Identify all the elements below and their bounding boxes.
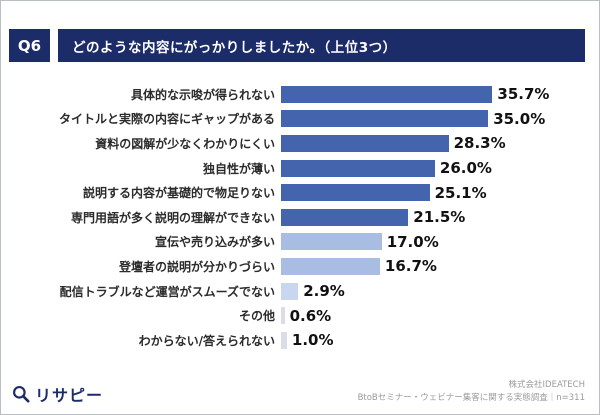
credit-survey-info: BtoBセミナー・ウェビナー集客に関する実態調査｜n=311 (357, 393, 585, 404)
category-label: 専門用語が多く説明の理解ができない (70, 210, 275, 225)
brand-logo-text: リサピー (35, 386, 104, 405)
value-label: 2.9% (303, 282, 345, 301)
question-number-badge: Q6 (9, 29, 50, 62)
chart-row: 具体的な示唆が得られない 35.7% (13, 82, 599, 107)
category-label: 配信トラブルなど運営がスムーズでない (59, 284, 275, 299)
category-label: 説明する内容が基礎的で物足りない (82, 186, 275, 201)
category-label: タイトルと実際の内容にギャップがある (58, 112, 275, 127)
brand-logo: リサピー (11, 382, 103, 406)
value-label: 35.7% (497, 85, 550, 104)
chart-row: タイトルと実際の内容にギャップがある 35.0% (13, 107, 599, 132)
category-label: 独自性が薄い (202, 161, 275, 176)
bar (281, 257, 380, 275)
bar (281, 282, 299, 300)
bar-track: 35.7% (281, 85, 599, 104)
chart-row: 登壇者の説明が分かりづらい 16.7% (13, 254, 599, 279)
bar (281, 331, 287, 349)
chart-row: わからない/答えられない 1.0% (13, 328, 599, 353)
bar-track: 1.0% (281, 331, 599, 350)
chart-row: 専門用語が多く説明の理解ができない 21.5% (13, 205, 599, 230)
value-label: 28.3% (453, 134, 506, 153)
bar (281, 233, 382, 251)
bar-track: 0.6% (281, 306, 599, 325)
bar (281, 159, 435, 177)
chart-title: どのような内容にがっかりしましたか。（上位3つ） (58, 29, 585, 62)
survey-credits: 株式会社IDEATECH BtoBセミナー・ウェビナー集客に関する実態調査｜n=… (358, 379, 585, 406)
bar (281, 110, 489, 128)
bar-chart: 具体的な示唆が得られない 35.7% タイトルと実際の内容にギャップがある 35… (1, 82, 599, 353)
bar-track: 16.7% (281, 257, 599, 276)
value-label: 26.0% (439, 159, 492, 178)
value-label: 17.0% (386, 232, 439, 251)
category-label: その他 (238, 309, 275, 324)
bar (281, 134, 449, 152)
value-label: 0.6% (289, 306, 332, 325)
bar-track: 25.1% (281, 183, 599, 202)
chart-row: 配信トラブルなど運営がスムーズでない 2.9% (13, 279, 599, 304)
bar (281, 208, 409, 226)
category-label: 資料の図解が少なくわかりにくい (95, 136, 275, 151)
bar (281, 307, 285, 325)
bar (281, 85, 493, 103)
value-label: 25.1% (434, 183, 487, 202)
value-label: 35.0% (493, 109, 546, 128)
category-label: 宣伝や売り込みが多い (154, 235, 275, 250)
credit-company: 株式会社IDEATECH (508, 379, 585, 390)
chart-row: 独自性が薄い 26.0% (13, 156, 599, 181)
bar (281, 184, 430, 202)
value-label: 16.7% (384, 257, 437, 276)
category-label: わからない/答えられない (138, 333, 275, 348)
chart-row: その他 0.6% (13, 303, 599, 328)
category-label: 具体的な示唆が得られない (130, 87, 275, 102)
bar-track: 17.0% (281, 232, 599, 251)
chart-row: 宣伝や売り込みが多い 17.0% (13, 230, 599, 255)
category-label: 登壇者の説明が分かりづらい (118, 259, 275, 274)
bar-track: 2.9% (281, 282, 599, 301)
chart-header: Q6 どのような内容にがっかりしましたか。（上位3つ） (9, 29, 585, 62)
magnifier-logo-icon (11, 384, 31, 404)
bar-track: 28.3% (281, 134, 599, 153)
bar-track: 21.5% (281, 208, 599, 227)
value-label: 1.0% (291, 331, 334, 350)
bar-track: 35.0% (281, 109, 599, 128)
bar-track: 26.0% (281, 159, 599, 178)
chart-row: 説明する内容が基礎的で物足りない 25.1% (13, 180, 599, 205)
chart-row: 資料の図解が少なくわかりにくい 28.3% (13, 131, 599, 156)
value-label: 21.5% (413, 208, 466, 227)
